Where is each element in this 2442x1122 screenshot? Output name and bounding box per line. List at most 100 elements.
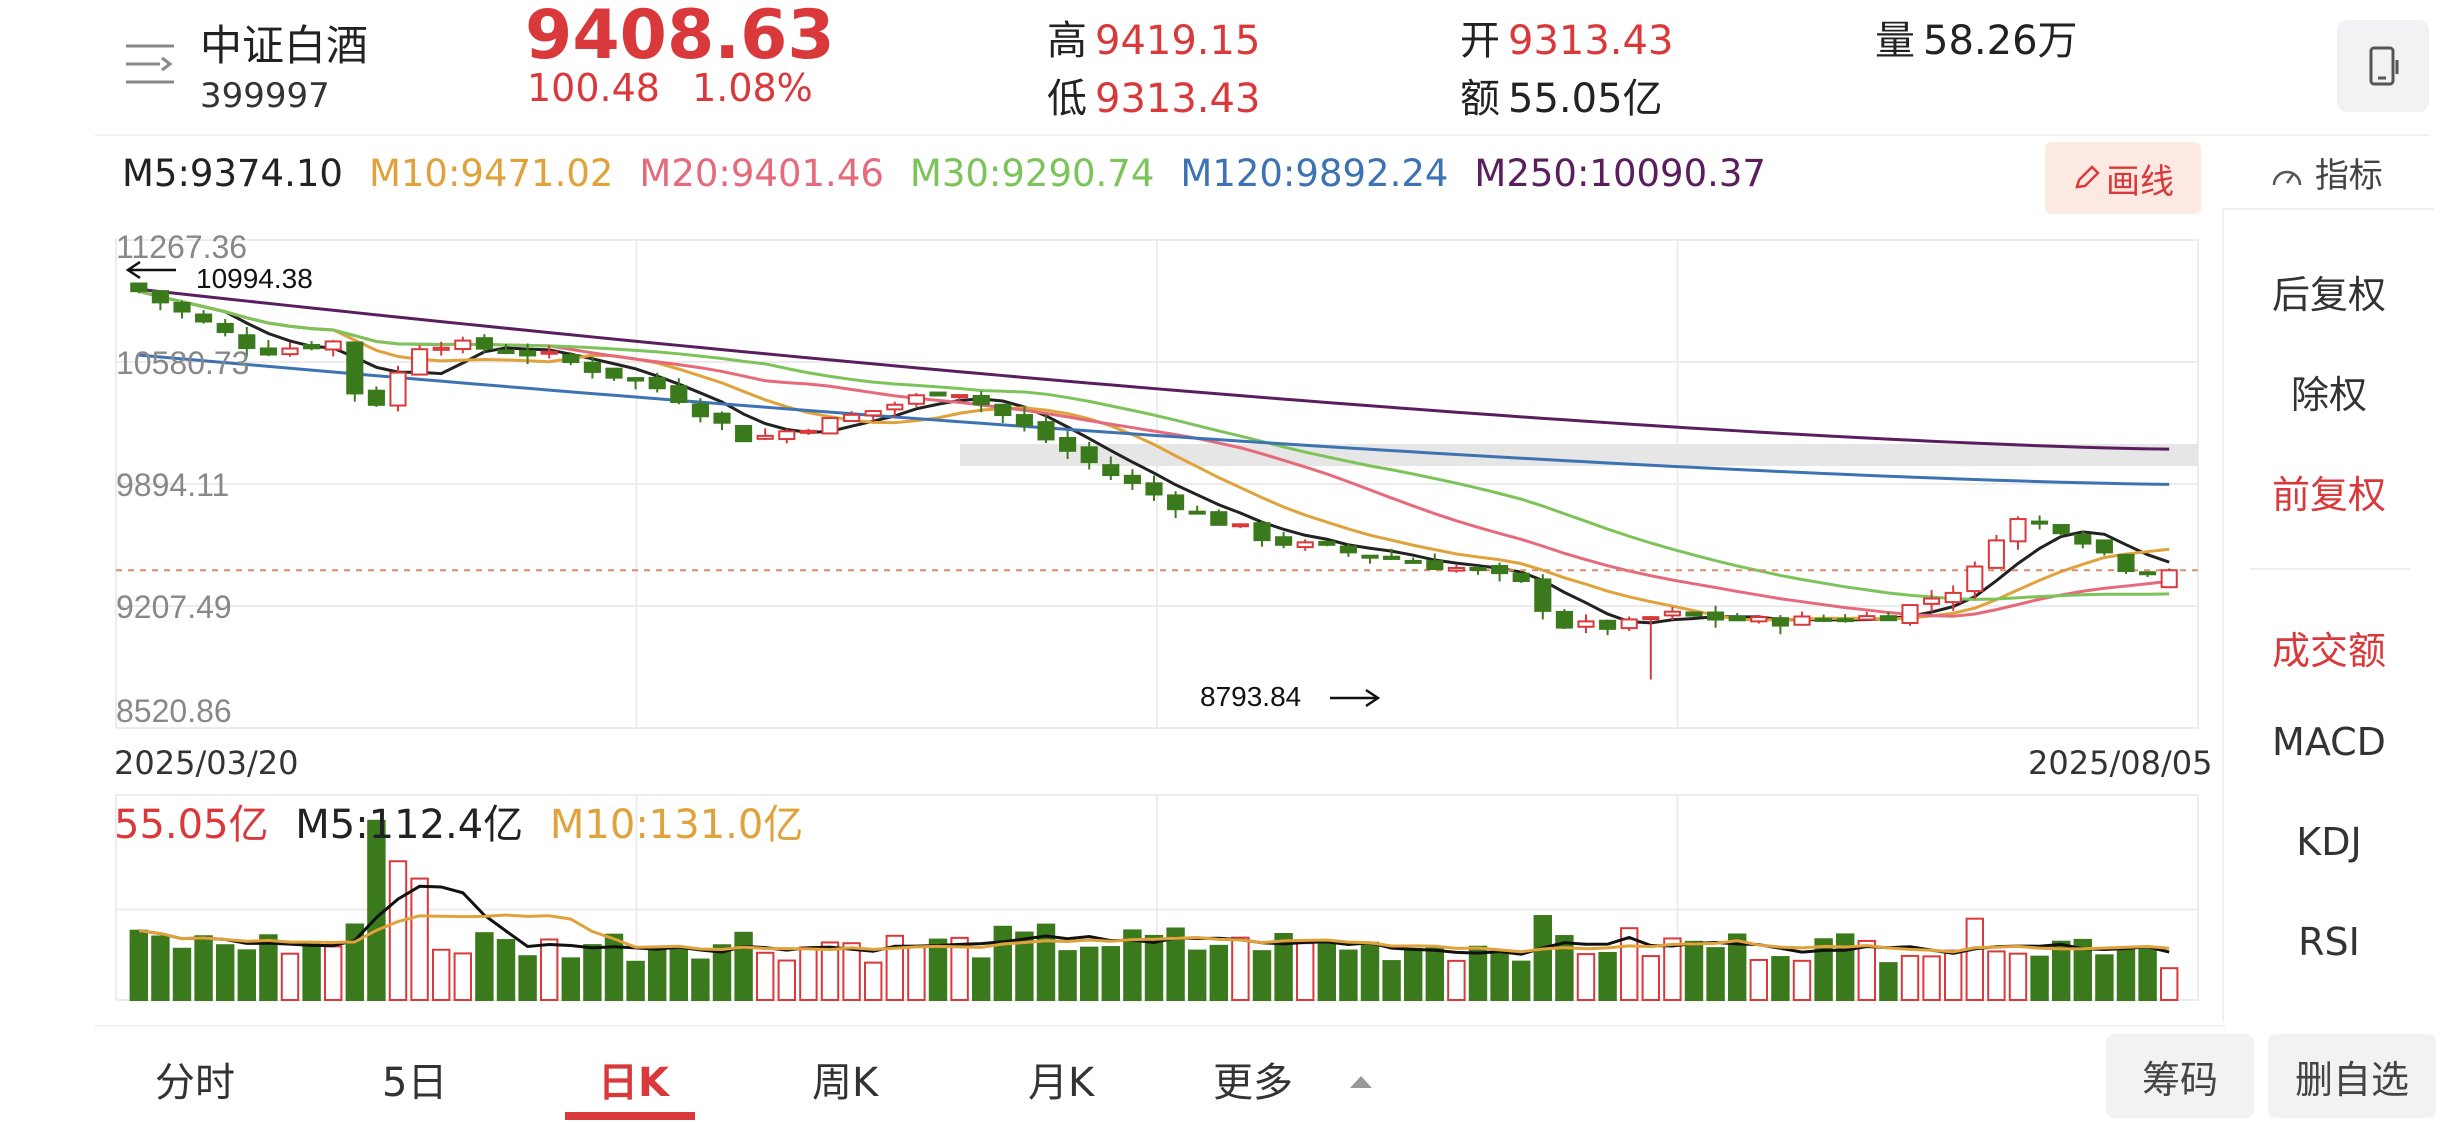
volume-bar xyxy=(1231,936,1250,1002)
menu-icon[interactable] xyxy=(120,40,180,90)
candle-body xyxy=(1815,617,1833,622)
candle-body xyxy=(497,349,515,355)
candle-body xyxy=(389,371,407,407)
candle-body xyxy=(2074,533,2092,545)
side-item-turnover[interactable]: 成交额 xyxy=(2271,629,2386,673)
candle-body xyxy=(1707,611,1725,621)
ma-line xyxy=(138,353,2170,486)
volume-bar xyxy=(2008,952,2028,1001)
volume-bar xyxy=(1079,946,1099,1001)
volume-bar xyxy=(799,946,818,1002)
high-price: 高 9419.15 xyxy=(1047,8,1260,66)
tab-daily-k[interactable]: 日K xyxy=(598,1060,669,1106)
volume-bar xyxy=(1835,933,1855,1001)
candle-body xyxy=(303,344,321,350)
side-item-rsi[interactable]: RSI xyxy=(2298,920,2360,964)
volume-bar xyxy=(539,938,559,1001)
ma-line xyxy=(138,287,2170,451)
tab-more[interactable]: 更多 xyxy=(1213,1050,1376,1108)
volume-bar xyxy=(734,931,753,1001)
volume-bar xyxy=(1339,949,1358,1002)
ma-lines xyxy=(116,287,2198,625)
high-value: 9419.15 xyxy=(1095,18,1261,64)
y-axis-label: 11267.36 xyxy=(116,229,247,265)
current-price: 9408.63 xyxy=(525,0,835,75)
tab-weekly-k[interactable]: 周K xyxy=(812,1060,879,1106)
volume-bar xyxy=(2159,967,2179,1001)
candle-body xyxy=(2117,553,2135,573)
candle-body xyxy=(713,412,731,424)
candle-body xyxy=(1318,540,1336,546)
volume-legend: 55.05亿 M5:112.4亿 M10:131.0亿 xyxy=(114,792,803,850)
tab-intraday[interactable]: 分时 xyxy=(155,1060,235,1106)
volume-bar xyxy=(1749,958,1769,1001)
volume-bar xyxy=(1123,929,1142,1001)
tab-monthly-k[interactable]: 月K xyxy=(1028,1060,1095,1106)
volume-bar xyxy=(1144,934,1164,1001)
volume-bar xyxy=(1490,952,1509,1001)
volume-bar xyxy=(1468,945,1488,1002)
ma-legend-item: M10:9471.02 xyxy=(368,152,614,195)
volume-bar xyxy=(626,960,645,1001)
candle-body xyxy=(1793,615,1811,626)
volume-value: 58.26万 xyxy=(1923,18,2078,64)
candle-body xyxy=(1167,494,1185,511)
candle-body xyxy=(2095,539,2113,554)
candle-body xyxy=(1577,620,1595,628)
volume-bar xyxy=(1555,935,1574,1002)
candle-body xyxy=(994,403,1012,417)
volume-bar xyxy=(1209,944,1229,1002)
candle-body xyxy=(151,290,169,304)
side-item-back-adjust[interactable]: 后复权 xyxy=(2271,273,2386,317)
candle-body xyxy=(735,425,753,443)
volume-bar xyxy=(1684,940,1704,1001)
indicator-button[interactable]: 指标 xyxy=(2270,148,2383,197)
volume-bar xyxy=(842,942,861,1001)
volume-bar xyxy=(1403,947,1423,1001)
volume-bar xyxy=(561,957,581,1001)
candle-body xyxy=(2052,524,2070,535)
date-start-label: 2025/03/20 xyxy=(114,744,299,782)
candle-body xyxy=(454,339,472,350)
tab-5day[interactable]: 5日 xyxy=(382,1060,448,1106)
candle-body xyxy=(1663,610,1681,617)
side-item-macd[interactable]: MACD xyxy=(2272,720,2386,764)
volume-bar xyxy=(1015,931,1034,1002)
chips-button[interactable]: 筹码 xyxy=(2106,1034,2254,1118)
volume-ma-line xyxy=(138,884,2170,956)
remove-watchlist-button[interactable]: 删自选 xyxy=(2268,1034,2436,1118)
volume-m10: M10:131.0亿 xyxy=(549,802,804,848)
volume-bar xyxy=(1101,946,1121,1002)
candle-body xyxy=(1231,523,1249,528)
draw-line-button[interactable]: 画线 xyxy=(2045,142,2201,214)
side-item-ex-rights[interactable]: 除权 xyxy=(2290,373,2367,417)
candle-body xyxy=(605,367,623,379)
volume-current: 55.05亿 xyxy=(114,802,269,848)
candle-body xyxy=(1102,464,1120,477)
side-panel-divider xyxy=(2250,568,2410,570)
open-label: 开 xyxy=(1460,18,1500,64)
side-panel: 后复权 除权 前复权 成交额 MACD KDJ RSI xyxy=(2222,208,2434,1022)
candle-body xyxy=(1210,511,1228,526)
volume-bar xyxy=(1317,942,1337,1002)
stock-code: 399997 xyxy=(200,76,330,116)
candle-body xyxy=(1620,618,1638,630)
volume-bar xyxy=(453,952,473,1002)
ma-legend-item: M5:9374.10 xyxy=(122,152,343,195)
volume-bar xyxy=(583,944,602,1001)
phone-landscape-button[interactable] xyxy=(2337,20,2429,112)
candle-body xyxy=(1015,414,1033,427)
candle-body xyxy=(173,302,191,313)
y-axis-label: 10580.73 xyxy=(116,345,249,381)
volume-bar xyxy=(2138,947,2157,1001)
candle-body xyxy=(324,340,342,351)
side-item-forward-adjust[interactable]: 前复权 xyxy=(2271,473,2386,517)
candle-body xyxy=(1080,446,1098,464)
candle-body xyxy=(951,394,969,399)
caret-up-icon xyxy=(1349,1076,1372,1088)
side-item-kdj[interactable]: KDJ xyxy=(2296,820,2362,864)
y-axis-label: 8520.86 xyxy=(116,693,232,729)
max-price-arrow-head xyxy=(125,260,141,280)
candle-body xyxy=(907,394,925,405)
